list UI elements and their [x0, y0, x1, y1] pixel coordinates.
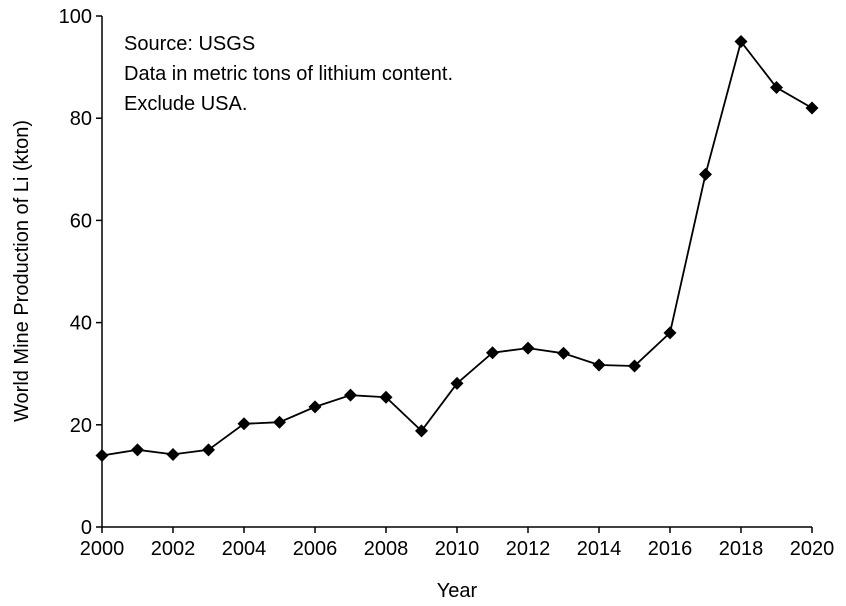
data-point-marker [805, 101, 819, 115]
x-tick-label: 2018 [719, 538, 764, 560]
data-point-marker [95, 448, 109, 462]
data-point-marker [131, 443, 144, 457]
series-markers [95, 35, 819, 462]
annotation-units: Data in metric tons of lithium content. [124, 63, 453, 85]
data-point-marker [699, 167, 712, 181]
y-tick-label: 100 [59, 6, 92, 28]
data-point-marker [486, 346, 499, 360]
data-point-marker [628, 359, 641, 373]
data-point-marker [521, 341, 535, 355]
x-tick-label: 2002 [151, 538, 196, 560]
annotation-exclusion: Exclude USA. [124, 93, 247, 115]
data-point-marker [415, 424, 428, 438]
x-tick-label: 2010 [435, 538, 480, 560]
y-tick-label: 20 [70, 415, 92, 437]
x-axis-ticks: 2000 2002 2004 2006 2008 2010 2012 2014 2016 2018… [80, 527, 835, 560]
x-tick-label: 2008 [364, 538, 409, 560]
data-point-marker [592, 358, 606, 372]
data-point-marker [770, 81, 783, 95]
data-point-marker [202, 443, 215, 457]
y-axis-title: World Mine Production of Li (kton) [11, 120, 33, 422]
data-point-marker [308, 400, 322, 414]
data-point-marker [166, 447, 180, 461]
data-point-marker [273, 415, 286, 429]
x-tick-label: 2004 [222, 538, 267, 560]
data-point-marker [237, 417, 251, 431]
y-tick-label: 40 [70, 313, 92, 335]
x-tick-label: 2014 [577, 538, 622, 560]
annotation-source: Source: USGS [124, 33, 255, 55]
x-tick-label: 2016 [648, 538, 693, 560]
data-point-marker [663, 326, 677, 340]
x-tick-label: 2006 [293, 538, 338, 560]
y-tick-label: 60 [70, 210, 92, 232]
x-axis-title: Year [437, 580, 478, 602]
x-tick-label: 2000 [80, 538, 125, 560]
x-tick-label: 2020 [790, 538, 835, 560]
data-point-marker [344, 388, 357, 402]
x-tick-label: 2012 [506, 538, 551, 560]
y-tick-label: 80 [70, 108, 92, 130]
y-tick-label: 0 [81, 517, 92, 539]
data-point-marker [734, 35, 748, 49]
data-point-marker [450, 376, 464, 390]
y-axis-ticks: 0 20 40 60 80 100 [59, 6, 102, 539]
data-point-marker [379, 390, 393, 404]
data-point-marker [557, 346, 570, 360]
